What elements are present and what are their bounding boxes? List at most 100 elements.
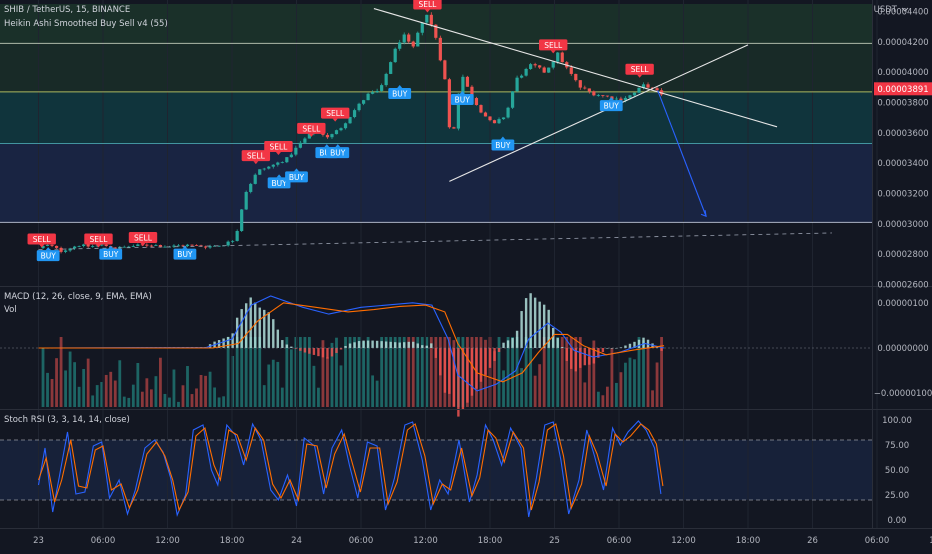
macd-histogram-bar [502, 343, 504, 348]
macd-histogram-bar [358, 341, 360, 348]
price-tick-label: 0.00002600 [877, 280, 928, 290]
macd-histogram-bar [516, 331, 518, 348]
stoch-rsi-label[interactable]: Stoch RSI (3, 3, 14, 14, close) [4, 415, 130, 425]
macd-histogram-bar [240, 309, 242, 348]
macd-histogram-bar [308, 348, 310, 354]
volume-bar [114, 381, 117, 407]
candle-body [186, 245, 189, 246]
price-tick-label: 0.00004200 [877, 38, 928, 48]
macd-histogram-bar [277, 330, 279, 348]
candle-body [290, 155, 293, 158]
macd-histogram-bar [471, 348, 473, 396]
macd-histogram-bar [268, 312, 270, 348]
time-tick-label: 12:00 [413, 536, 438, 546]
buy-signal-text: BUY [103, 250, 119, 259]
indicator-label[interactable]: Heikin Ashi Smoothed Buy Sell v4 (55) [4, 19, 168, 29]
candle-body [150, 246, 153, 247]
volume-bar [46, 373, 49, 407]
volume-bar [73, 362, 76, 407]
candle-body [254, 175, 257, 184]
candle-body [448, 79, 451, 127]
candle-body [59, 248, 62, 252]
sell-signal-text: SELL [544, 41, 563, 50]
vol-label[interactable]: Vol [4, 305, 17, 315]
macd-histogram-bar [570, 348, 572, 369]
macd-histogram-bar [624, 346, 626, 348]
volume-bar [82, 369, 85, 407]
volume-bar [574, 337, 577, 407]
candle-body [263, 169, 266, 170]
buy-signal-text: BUY [271, 179, 287, 188]
candle-body [452, 127, 455, 128]
candle-body [78, 246, 81, 247]
candle-body [637, 88, 640, 93]
price-tick-label: 0.00003600 [877, 129, 928, 139]
candle-body [416, 33, 419, 47]
candle-body [525, 69, 528, 76]
candle-body [439, 38, 442, 61]
volume-bar [164, 394, 167, 407]
volume-bar [371, 375, 374, 407]
macd-histogram-bar [629, 344, 631, 348]
candle-body [132, 246, 135, 247]
candle-body [385, 74, 388, 85]
time-tick-label: 23 [33, 536, 44, 546]
volume-bar [606, 387, 609, 407]
macd-histogram-bar [484, 348, 486, 375]
volume-bar [154, 376, 157, 407]
macd-histogram-bar [426, 346, 428, 348]
candle-body [552, 62, 555, 68]
currency-label[interactable]: USDT [874, 5, 898, 15]
candle-body [136, 244, 139, 246]
sell-signal-text: SELL [302, 124, 321, 133]
buy-signal-text: BUY [330, 149, 346, 158]
macd-histogram-bar [493, 348, 495, 361]
volume-bar [317, 388, 320, 407]
candle-body [376, 91, 379, 92]
symbol-title[interactable]: SHIB / TetherUS, 15, BINANCE [4, 5, 130, 15]
volume-bar [281, 388, 284, 407]
volume-bar [362, 341, 365, 407]
volume-bar [272, 360, 275, 407]
macd-histogram-bar [326, 348, 328, 359]
macd-histogram-bar [457, 348, 459, 417]
macd-histogram-bar [367, 341, 369, 348]
macd-histogram-bar [389, 342, 391, 348]
volume-bar [615, 383, 618, 407]
macd-label[interactable]: MACD (12, 26, close, 9, EMA, EMA) [4, 292, 152, 302]
macd-histogram-bar [602, 348, 604, 352]
candle-body [412, 42, 415, 47]
macd-histogram-bar [480, 348, 482, 382]
macd-histogram-bar [349, 344, 351, 348]
candle-body [601, 95, 604, 96]
candle-body [475, 98, 478, 105]
macd-tick-label: 0.00000100 [877, 299, 928, 309]
macd-histogram-bar [322, 348, 324, 357]
candle-body [231, 241, 234, 242]
candle-body [272, 165, 275, 167]
candle-body [362, 100, 365, 104]
candle-body [407, 35, 410, 42]
time-tick-label: 12:00 [155, 536, 180, 546]
time-tick-label: 18:00 [220, 536, 245, 546]
buy-signal-text: BUY [289, 173, 305, 182]
sell-signal-text: SELL [631, 65, 650, 74]
candle-body [403, 35, 406, 43]
last-price-value: 0.00003891 [877, 85, 928, 95]
candle-body [488, 116, 491, 120]
volume-bar [498, 337, 501, 407]
volume-bar [191, 394, 194, 407]
volume-bar [303, 337, 306, 407]
candle-body [82, 245, 85, 247]
candle-body [538, 65, 541, 67]
candle-body [267, 167, 270, 169]
candle-body [258, 169, 261, 174]
volume-bar [583, 382, 586, 407]
macd-histogram-bar [408, 342, 410, 348]
macd-histogram-bar [430, 343, 432, 348]
volume-bar [642, 340, 645, 407]
candle-body [204, 247, 207, 248]
candle-body [64, 250, 67, 251]
